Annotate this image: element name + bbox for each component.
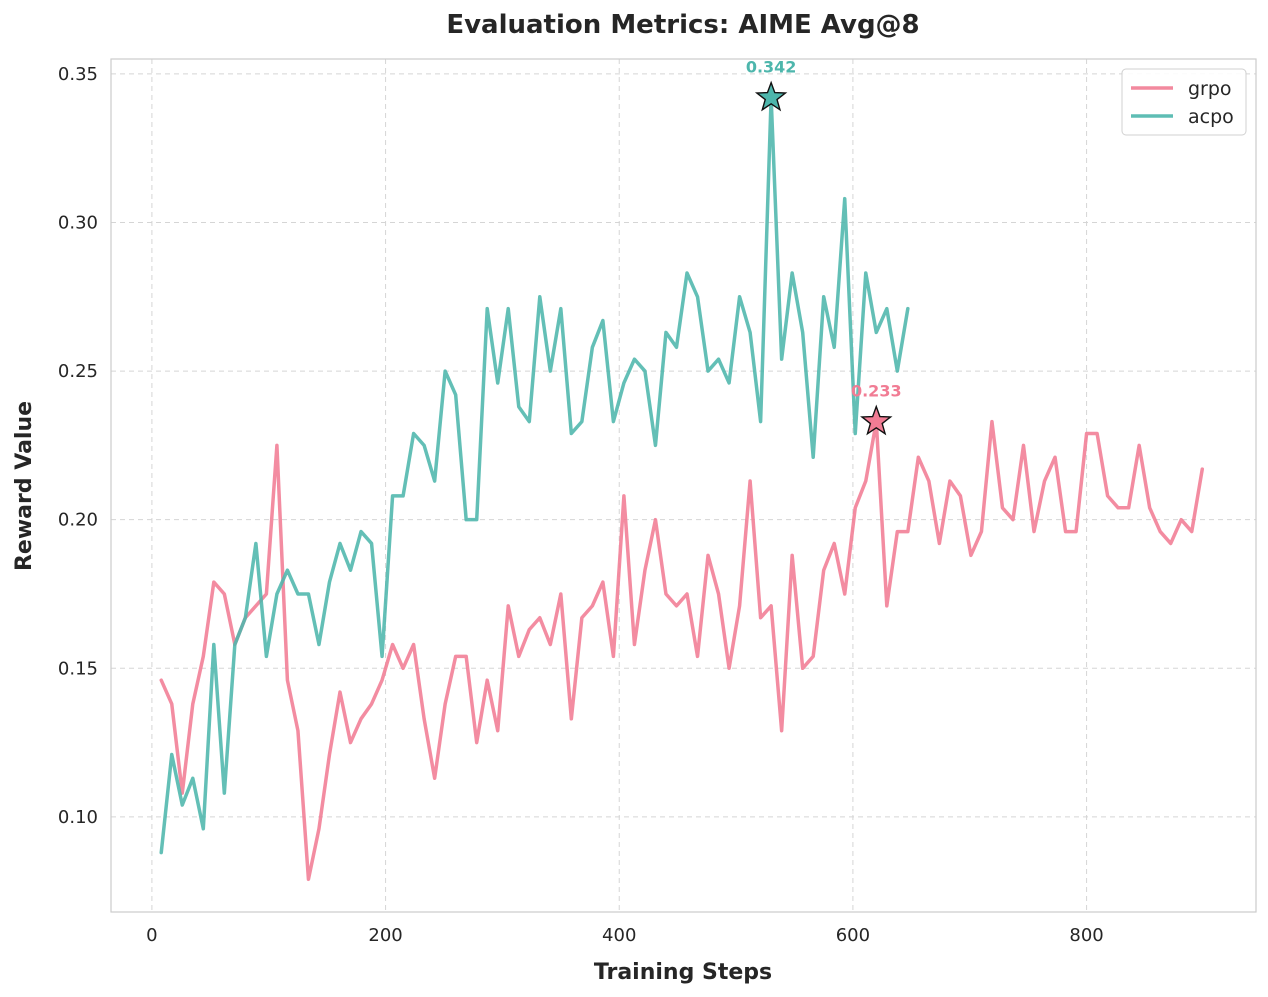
series-line-grpo bbox=[159, 419, 1205, 882]
x-tick-label: 400 bbox=[602, 925, 636, 946]
tick-layer: 0 200 400 600 800 0.10 0.15 0.20 0.25 0.30 0.35 bbox=[58, 64, 1104, 946]
legend-label-acpo: acpo bbox=[1188, 106, 1234, 128]
chart-title: Evaluation Metrics: AIME Avg@8 bbox=[446, 10, 919, 40]
grid-layer bbox=[111, 59, 1256, 912]
series-layer bbox=[159, 95, 1205, 882]
legend-box bbox=[1121, 68, 1247, 136]
y-tick-label: 0.20 bbox=[58, 510, 98, 531]
x-tick-label: 0 bbox=[146, 925, 157, 946]
y-tick-label: 0.25 bbox=[58, 361, 98, 382]
peak-marker-acpo bbox=[754, 80, 788, 112]
peak-label-acpo: 0.342 bbox=[746, 58, 797, 77]
peak-label-grpo: 0.233 bbox=[851, 382, 902, 401]
plot-frame bbox=[110, 58, 1257, 913]
y-tick-label: 0.15 bbox=[58, 658, 98, 679]
x-tick-label: 800 bbox=[1069, 925, 1103, 946]
x-tick-label: 200 bbox=[368, 925, 402, 946]
y-axis-label: Reward Value bbox=[12, 401, 37, 571]
x-axis-label: Training Steps bbox=[594, 960, 772, 985]
y-tick-label: 0.30 bbox=[58, 212, 98, 233]
legend-label-grpo: grpo bbox=[1188, 78, 1232, 100]
y-tick-label: 0.35 bbox=[58, 64, 98, 85]
y-tick-label: 0.10 bbox=[58, 807, 98, 828]
series-line-acpo bbox=[159, 95, 910, 855]
x-tick-label: 600 bbox=[836, 925, 870, 946]
peak-layer: 0.233 0.342 bbox=[746, 58, 902, 436]
legend: grpo acpo bbox=[1121, 68, 1247, 136]
peak-marker-grpo bbox=[860, 404, 893, 436]
